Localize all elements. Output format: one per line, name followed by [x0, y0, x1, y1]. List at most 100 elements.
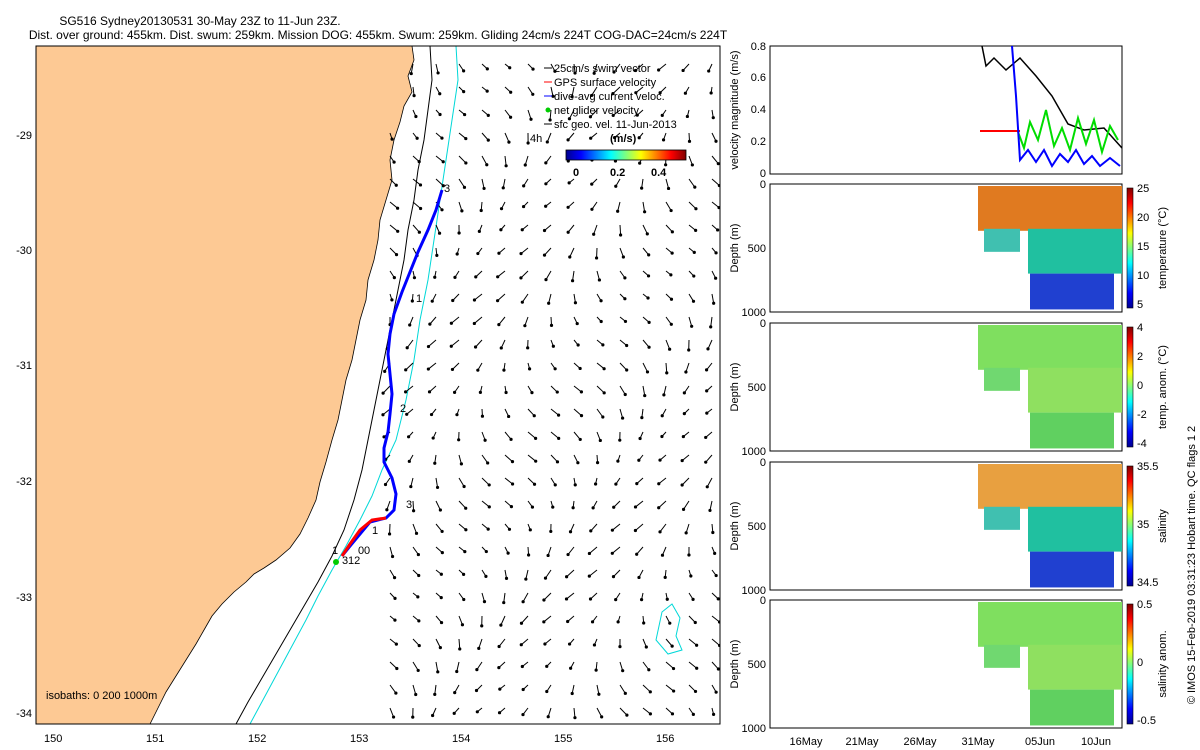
- track-label: 1: [416, 293, 422, 305]
- vector-arrow: [481, 454, 489, 464]
- vector-arrow-head: [551, 344, 555, 348]
- vector-arrow-head: [383, 482, 388, 487]
- vel-y-tick: 0.8: [751, 41, 766, 53]
- footer-credit-text: © IMOS 15-Feb-2019 03:31:23 Hobart time.…: [1186, 425, 1198, 705]
- vector-arrow: [612, 86, 621, 95]
- vector-arrow-head: [463, 550, 467, 554]
- vector-arrow-head: [643, 393, 647, 398]
- vector-arrow-head: [602, 391, 606, 395]
- vector-arrow-head: [417, 160, 421, 164]
- vector-arrow-head: [625, 713, 629, 717]
- vector-arrow: [503, 592, 506, 603]
- vector-arrow-head: [462, 484, 466, 489]
- vector-arrow-head: [486, 113, 490, 118]
- colorbar-tick: 15: [1137, 241, 1149, 253]
- vector-arrow-head: [462, 90, 466, 94]
- vector-arrow: [642, 661, 650, 671]
- x-tick: 152: [248, 733, 266, 745]
- vector-arrow-head: [623, 297, 627, 301]
- vector-arrow: [521, 293, 529, 303]
- vector-arrow-head: [431, 436, 435, 440]
- vector-arrow: [389, 546, 394, 557]
- depth-tick: 0: [760, 179, 766, 191]
- vector-arrow-head: [683, 91, 688, 95]
- vector-arrow-head: [691, 712, 695, 716]
- vector-arrow-head: [474, 275, 478, 279]
- vector-arrow-head: [682, 412, 686, 416]
- vector-arrow-head: [412, 276, 417, 280]
- vector-arrow-head: [705, 411, 709, 415]
- vector-arrow-head: [392, 276, 396, 280]
- vector-arrow-head: [620, 416, 625, 420]
- vector-arrow-head: [519, 643, 523, 647]
- vector-arrow: [450, 339, 460, 347]
- vector-arrow-head: [458, 647, 462, 651]
- vector-arrow: [567, 546, 575, 555]
- vector-arrow-head: [526, 346, 530, 350]
- vector-arrow-head: [625, 368, 629, 372]
- vector-arrow-head: [428, 322, 432, 326]
- legend-net-glider-velocity: net glider velocity: [554, 105, 639, 117]
- vector-arrow: [456, 661, 460, 672]
- isobath-1000: [249, 46, 459, 724]
- track-label: 1: [332, 545, 338, 557]
- vector-arrow-head: [526, 141, 530, 145]
- vector-arrow-head: [497, 665, 501, 670]
- vector-arrow-head: [485, 89, 489, 93]
- section-shelf: [984, 367, 1020, 391]
- vector-arrow-head: [588, 597, 593, 601]
- vector-arrow-head: [440, 529, 444, 534]
- vector-arrow: [683, 500, 690, 510]
- vector-arrow: [711, 638, 720, 646]
- vector-arrow-head: [614, 482, 618, 486]
- legend-sfc-geo-velocity: sfc geo. vel. 11-Jun-2013: [554, 119, 677, 131]
- time-tick: 16May: [789, 736, 823, 748]
- vector-arrow-head: [487, 483, 491, 487]
- vector-arrow-head: [668, 347, 672, 351]
- vector-arrow-head: [681, 434, 685, 439]
- vector-arrow-head: [396, 229, 400, 233]
- vector-arrow-head: [555, 390, 559, 394]
- vector-arrow-head: [451, 298, 455, 303]
- vector-arrow-head: [693, 185, 697, 189]
- time-tick: 31May: [961, 736, 995, 748]
- vector-arrow-head: [670, 251, 674, 255]
- depth-ylabel: Depth (m): [729, 502, 741, 551]
- vector-arrow-head: [427, 390, 432, 394]
- vector-arrow-head: [499, 346, 503, 350]
- vector-arrow-head: [704, 435, 708, 440]
- section-upper: [978, 464, 1122, 509]
- vector-arrow-head: [694, 228, 698, 232]
- vector-arrow-head: [508, 115, 513, 119]
- colorbar-tick: 35: [1137, 519, 1149, 531]
- vector-arrow-head: [713, 551, 717, 555]
- vector-arrow: [545, 270, 552, 280]
- vector-arrow-head: [462, 597, 466, 602]
- colorbar-tick: 0: [573, 167, 579, 179]
- vector-arrow-head: [520, 228, 524, 232]
- vector-arrow: [544, 247, 552, 256]
- surface-velocity-vectors: [381, 63, 720, 720]
- vector-arrow: [573, 431, 581, 440]
- vector-arrow-head: [542, 598, 546, 602]
- vector-arrow-head: [485, 163, 489, 167]
- vector-arrow-head: [665, 371, 669, 375]
- vector-arrow-head: [660, 414, 664, 418]
- vector-arrow-head: [658, 530, 662, 534]
- vector-arrow: [613, 63, 621, 73]
- vector-arrow: [665, 201, 672, 211]
- y-tick: -32: [16, 476, 32, 488]
- vector-arrow-head: [381, 391, 385, 395]
- vector-arrow: [382, 385, 391, 394]
- vector-arrow: [596, 408, 604, 418]
- vector-arrow-head: [633, 505, 638, 509]
- vector-arrow-head: [612, 70, 616, 74]
- vector-arrow-head: [566, 230, 570, 234]
- vector-arrow: [688, 661, 698, 669]
- vector-arrow: [569, 247, 575, 258]
- vector-arrow-head: [417, 573, 421, 578]
- x-tick: 155: [554, 733, 572, 745]
- vector-arrow-head: [527, 553, 531, 557]
- vector-arrow-head: [534, 459, 538, 463]
